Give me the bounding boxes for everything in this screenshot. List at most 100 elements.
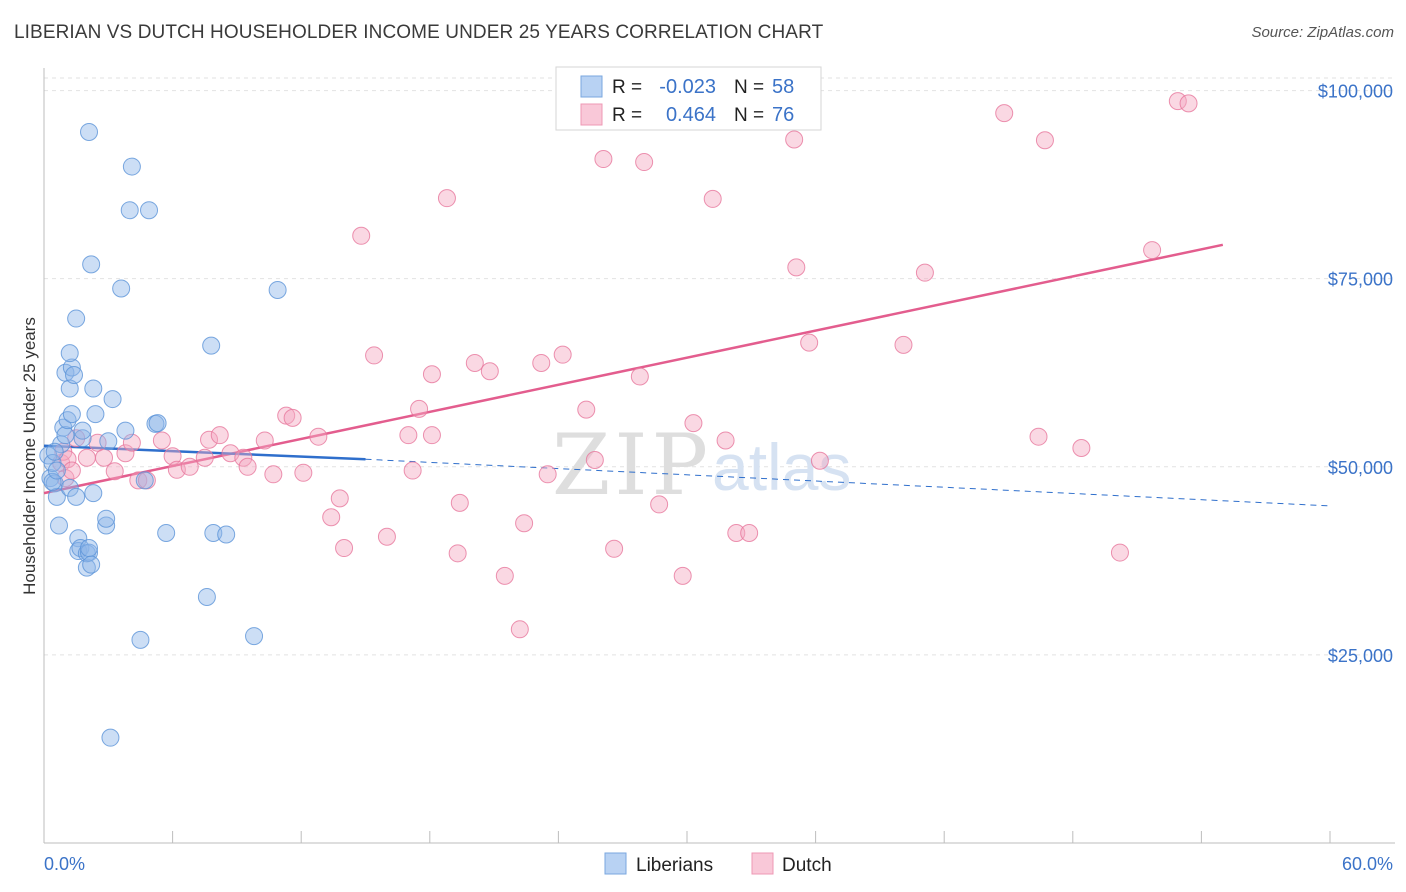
liberian-point: [148, 414, 167, 433]
dutch-point: [335, 539, 354, 558]
dutch-point: [465, 353, 484, 372]
dutch-point: [785, 130, 804, 149]
grid-lines: [44, 77, 1395, 656]
dutch-point: [322, 508, 341, 527]
liberian-point: [122, 157, 141, 176]
liberian-trend-extension: [365, 458, 1331, 507]
dutch-point: [480, 362, 499, 381]
dutch-point: [553, 345, 572, 364]
dutch-point: [152, 431, 171, 450]
dutch-point: [635, 153, 654, 172]
liberian-point: [56, 426, 75, 445]
dutch-point: [450, 493, 469, 512]
liberian-point: [65, 365, 84, 384]
y-tick-label: $75,000: [1328, 270, 1393, 290]
liberian-point: [62, 405, 81, 424]
liberian-point: [84, 484, 103, 503]
watermark-atlas: atlas: [712, 430, 851, 504]
dutch-point: [163, 447, 182, 466]
legend-n-value: 58: [772, 76, 794, 98]
liberian-point: [131, 630, 150, 649]
liberian-point: [43, 472, 62, 491]
liberian-point: [84, 379, 103, 398]
y-tick-label: $25,000: [1328, 646, 1393, 666]
legend-n-label: N =: [734, 105, 764, 126]
dutch-point: [264, 465, 283, 484]
dutch-point: [995, 104, 1014, 123]
legend-label-liberians: Liberians: [636, 855, 713, 876]
dutch-point: [309, 427, 328, 446]
liberian-point: [47, 487, 66, 506]
liberian-point: [73, 429, 92, 448]
legend-r-value: -0.023: [659, 76, 716, 98]
liberian-point: [204, 524, 223, 542]
liberian-point: [80, 122, 99, 141]
dutch-point: [510, 620, 529, 639]
dutch-point: [294, 463, 313, 482]
legend-n-label: N =: [734, 77, 764, 98]
liberian-point: [60, 478, 79, 497]
liberian-point: [99, 432, 118, 451]
dutch-point: [673, 566, 692, 585]
liberian-point: [50, 516, 69, 535]
legend-stats: R = -0.023 N = 58 R = 0.464 N = 76: [555, 66, 822, 131]
dutch-point: [515, 514, 534, 533]
dutch-point: [585, 451, 604, 470]
liberian-point: [67, 309, 86, 328]
dutch-point: [437, 189, 456, 208]
dutch-point: [238, 457, 257, 476]
y-tick-label: $50,000: [1328, 458, 1393, 478]
dutch-point: [894, 335, 913, 354]
liberian-point: [202, 336, 221, 355]
dutch-point: [352, 226, 371, 245]
dutch-point: [630, 367, 649, 386]
dutch-point: [1035, 131, 1054, 150]
liberian-point: [45, 442, 64, 461]
liberian-point: [217, 525, 236, 544]
legend-r-label: R =: [612, 105, 642, 126]
dutch-point: [1168, 92, 1187, 111]
liberian-point: [97, 516, 116, 535]
liberian-point: [135, 471, 154, 490]
y-tick-labels: $25,000 $50,000 $75,000 $100,000: [1318, 82, 1393, 666]
dutch-point: [210, 426, 229, 445]
legend-label-dutch: Dutch: [782, 855, 832, 876]
y-tick-label: $100,000: [1318, 82, 1393, 102]
dutch-point: [577, 400, 596, 419]
dutch-point: [1072, 438, 1091, 457]
dutch-point: [283, 408, 302, 427]
dutch-point: [62, 461, 81, 480]
legend-r-label: R =: [612, 77, 642, 98]
dutch-point: [650, 495, 669, 514]
dutch-point: [1143, 241, 1162, 260]
dutch-point: [448, 544, 467, 563]
dutch-point: [605, 539, 624, 558]
liberian-point: [268, 280, 287, 299]
dutch-point: [116, 444, 135, 463]
dutch-point: [1179, 94, 1198, 113]
dutch-point: [800, 333, 819, 352]
dutch-point: [532, 353, 551, 372]
liberian-point: [80, 539, 99, 558]
liberian-point: [157, 524, 176, 542]
dutch-point: [915, 263, 934, 282]
dutch-point: [422, 365, 441, 384]
dutch-point: [1110, 543, 1129, 562]
dutch-point: [234, 448, 253, 467]
data-points: [39, 83, 1198, 747]
dutch-point: [195, 448, 214, 467]
dutch-point: [403, 461, 422, 480]
liberian-point: [62, 358, 81, 377]
legend-bottom: Liberians Dutch: [604, 852, 832, 876]
dutch-point: [716, 431, 735, 450]
dutch-point: [365, 346, 384, 365]
dutch-point: [810, 451, 829, 470]
dutch-point: [180, 457, 199, 476]
liberian-trend-line: [43, 444, 366, 461]
dutch-point: [594, 150, 613, 169]
dutch-point: [495, 566, 514, 585]
legend-r-value: 0.464: [666, 104, 716, 126]
dutch-point: [1029, 427, 1048, 446]
watermark: ZIP atlas: [552, 416, 851, 514]
liberian-point: [101, 728, 120, 747]
